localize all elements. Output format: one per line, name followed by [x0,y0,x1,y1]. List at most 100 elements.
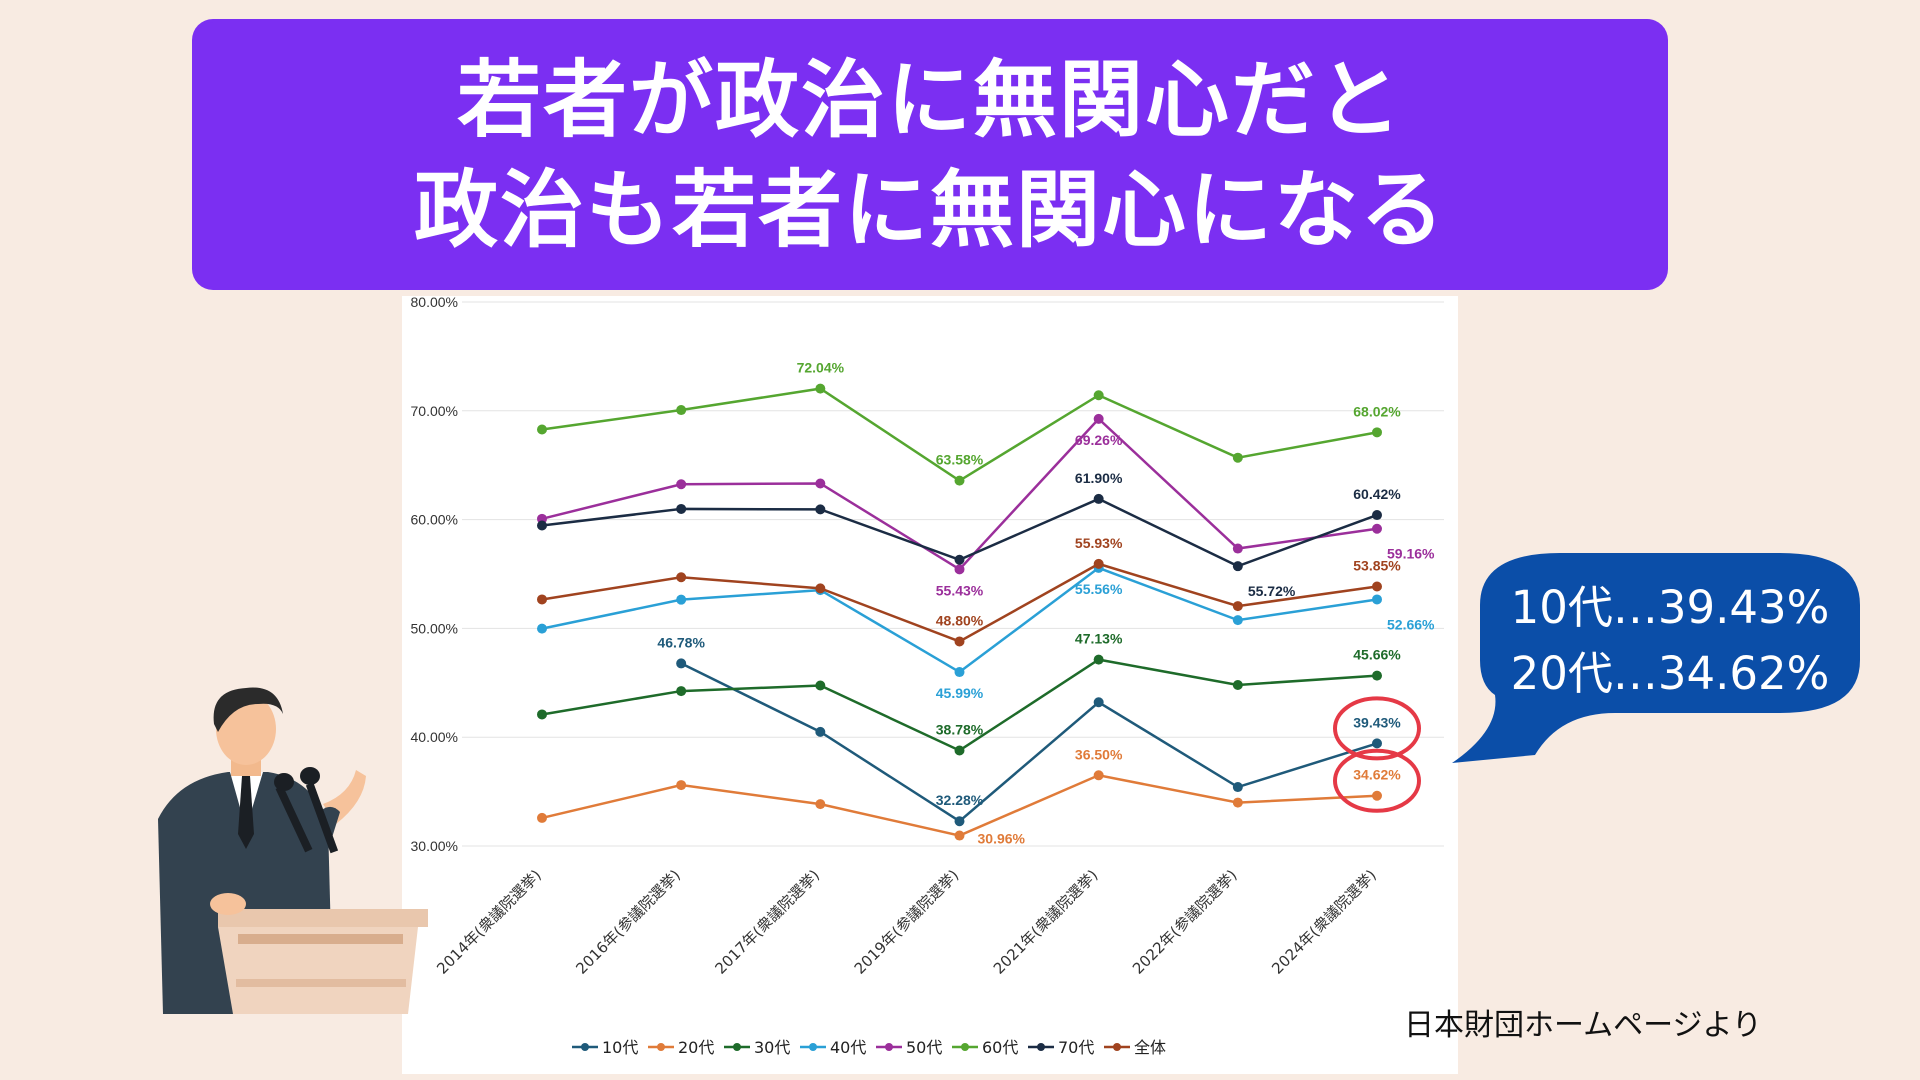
data-point [537,709,547,720]
data-point [1232,452,1243,463]
data-label: 38.78% [936,721,984,737]
data-point [676,686,687,697]
data-label: 55.72% [1248,583,1296,599]
chart-panel: 30.00% 40.00% 50.00% 60.00% 70.00% 80.00% 2014… [402,296,1458,1074]
data-point [1372,594,1382,605]
data-point [954,830,965,841]
data-point [815,583,826,594]
legend-label: 40代 [830,1038,866,1057]
data-point [1232,782,1243,793]
data-point [676,780,687,791]
legend-marker [1113,1043,1121,1051]
data-point [815,799,826,810]
data-point [1093,770,1104,781]
data-label: 61.90% [1075,470,1123,486]
legend-label: 20代 [678,1038,714,1057]
legend-marker [809,1043,817,1051]
data-label: 69.26% [1075,432,1123,448]
data-point [537,594,547,605]
x-tick-label: 2017年(衆議院選挙) [712,866,824,978]
data-label: 55.93% [1075,535,1123,551]
data-point [537,520,547,531]
callout-text: 10代…39.43% 20代…34.62% [1480,575,1860,707]
y-tick-label: 80.00% [411,296,458,310]
data-point [676,503,687,514]
data-point [815,478,826,489]
x-tick-label: 2022年(参議院選挙) [1129,866,1241,978]
data-label: 55.43% [936,582,984,598]
series-line [541,417,1378,571]
data-point [954,554,965,565]
data-label: 47.13% [1075,631,1123,647]
title-line-1: 若者が政治に無関心だと [456,50,1403,149]
data-point [1372,510,1382,521]
data-point [537,623,547,634]
data-point [954,667,965,678]
data-label: 72.04% [797,360,845,376]
title-line-2: 政治も若者に無関心になる [413,160,1446,259]
data-point [954,475,965,486]
data-point [676,405,687,416]
data-label: 32.28% [936,792,984,808]
data-point [1093,413,1104,424]
data-point [954,745,965,756]
data-label: 60.42% [1353,486,1401,502]
title-banner: 若者が政治に無関心だと 政治も若者に無関心になる [195,22,1665,287]
data-label: 45.66% [1353,647,1401,663]
legend-label: 50代 [906,1038,942,1057]
data-point [954,564,965,575]
data-label: 52.66% [1387,616,1435,632]
callout-line-1: 10代…39.43% [1510,581,1830,634]
legend-label: 全体 [1134,1038,1166,1057]
x-tick-label: 2016年(参議院選挙) [572,866,684,978]
y-tick-label: 70.00% [411,403,458,419]
data-point [1232,615,1243,626]
speech-bubble [1452,553,1860,763]
data-point [1372,523,1382,534]
data-point [1093,558,1104,569]
legend-label: 30代 [754,1038,790,1057]
y-tick-label: 40.00% [411,729,458,745]
data-label: 34.62% [1353,767,1401,783]
data-point [1372,427,1382,438]
data-label: 30.96% [978,831,1026,847]
data-point [815,383,826,394]
x-tick-label: 2024年(衆議院選挙) [1268,866,1380,978]
data-point [1372,738,1382,749]
data-point [1093,493,1104,504]
data-point [1232,561,1243,572]
data-point [1232,601,1243,612]
data-label: 55.56% [1075,581,1123,597]
legend-marker [1037,1043,1045,1051]
legend-marker [581,1043,589,1051]
data-label: 63.58% [936,452,984,468]
data-point [1372,670,1382,681]
data-label: 45.99% [936,685,984,701]
highlight-circle [1333,748,1421,813]
legend-label: 10代 [602,1038,638,1057]
data-point [676,658,687,669]
legend-marker [657,1043,665,1051]
data-point [676,572,687,583]
data-point [815,726,826,737]
data-point [815,504,826,515]
data-point [1232,543,1243,554]
data-label: 36.50% [1075,746,1123,762]
data-point [815,680,826,691]
data-label: 48.80% [936,612,984,628]
speaker-illustration [158,687,428,1014]
legend-marker [733,1043,741,1051]
data-point [676,594,687,605]
legend-marker [961,1043,969,1051]
x-tick-label: 2019年(参議院選挙) [851,866,963,978]
data-point [954,816,965,827]
data-point [537,812,547,823]
data-point [1093,654,1104,665]
data-point [1093,390,1104,401]
data-label: 68.02% [1353,403,1401,419]
y-tick-label: 50.00% [411,620,458,636]
legend-marker [885,1043,893,1051]
x-tick-label: 2021年(衆議院選挙) [990,866,1102,978]
data-point [1093,697,1104,708]
legend-label: 70代 [1058,1038,1094,1057]
